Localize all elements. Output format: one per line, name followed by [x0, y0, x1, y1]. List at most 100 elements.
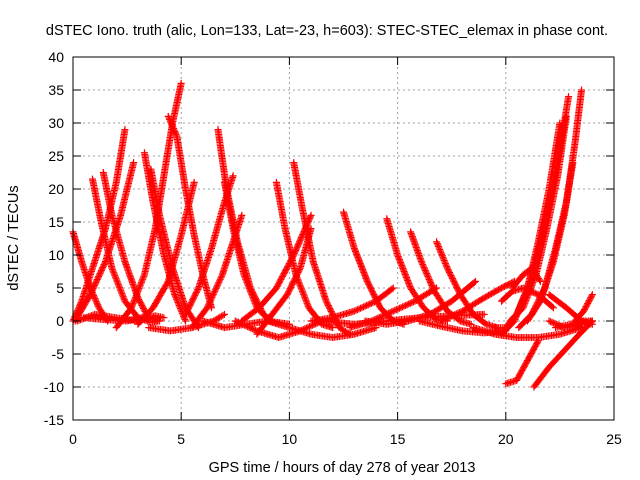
y-tick-label: -5	[52, 346, 65, 362]
data-point-trail	[382, 311, 390, 319]
data-point-trail	[527, 287, 535, 295]
data-point-trail	[397, 304, 405, 312]
data-point-trail	[94, 274, 102, 282]
data-point-trail	[453, 285, 461, 293]
data-point-trail	[528, 288, 536, 296]
data-point-trail	[93, 299, 101, 307]
data-points	[69, 79, 596, 391]
data-point-trail	[216, 275, 224, 283]
data-point-trail	[167, 118, 175, 126]
data-point-trail	[176, 303, 184, 311]
data-point-trail	[521, 285, 529, 293]
data-point-trail	[365, 280, 373, 288]
data-point-trail	[584, 298, 592, 306]
data-point-trail	[88, 286, 96, 294]
data-point-trail	[448, 312, 456, 320]
data-point-trail	[305, 323, 313, 331]
data-point-trail	[170, 126, 178, 134]
data-point-trail	[138, 301, 146, 309]
data-point-trail	[211, 287, 219, 295]
data-point-trail	[172, 131, 180, 139]
y-tick-label: -10	[44, 379, 64, 395]
data-point-trail	[173, 297, 181, 305]
data-point-trail	[420, 264, 428, 272]
data-point-trail	[426, 277, 434, 285]
data-point-trail	[388, 285, 396, 293]
data-point-trail	[438, 252, 446, 260]
data-point-trail	[395, 304, 403, 312]
data-point	[307, 225, 315, 233]
data-point-trail	[441, 260, 449, 268]
data-point-trail	[209, 290, 217, 298]
data-point-trail	[306, 213, 314, 221]
data-point-trail	[95, 273, 103, 281]
data-point-trail	[177, 306, 185, 314]
data-point	[433, 284, 441, 292]
data-point	[190, 178, 198, 186]
data-point-trail	[326, 305, 334, 313]
data-point-trail	[218, 272, 226, 280]
data-point-trail	[445, 313, 453, 321]
data-point-trail	[548, 303, 556, 311]
data-point-trail	[367, 299, 375, 307]
y-tick-label: 20	[48, 181, 64, 197]
data-point-trail	[91, 295, 99, 303]
data-point-trail	[171, 292, 179, 300]
data-point-trail	[291, 274, 299, 282]
data-point-trail	[443, 263, 451, 271]
data-point-trail	[352, 306, 360, 314]
data-point-trail	[304, 217, 312, 225]
y-tick-label: 40	[48, 49, 64, 65]
data-point-trail	[557, 322, 565, 330]
data-point	[588, 317, 596, 325]
data-point-trail	[287, 283, 295, 291]
data-point-trail	[445, 267, 453, 275]
plot-frame	[72, 56, 615, 421]
data-point-trail	[551, 320, 559, 328]
data-point-trail	[440, 256, 448, 264]
data-point-trail	[367, 285, 375, 293]
data-point-trail	[208, 293, 216, 301]
data-point-trail	[535, 299, 543, 307]
data-point-trail	[386, 309, 394, 317]
data-point	[307, 211, 315, 219]
data-point-trail	[437, 249, 445, 257]
data-point-trail	[422, 268, 430, 276]
data-point-trail	[357, 304, 365, 312]
data-point-trail	[205, 301, 213, 309]
data-point-trail	[451, 280, 459, 288]
data-point-trail	[163, 279, 171, 287]
data-point	[229, 172, 237, 180]
data-point-trail	[353, 306, 361, 314]
data-point	[160, 314, 168, 322]
data-point-trail	[400, 302, 408, 310]
data-point-trail	[425, 274, 433, 282]
data-point-trail	[168, 122, 176, 130]
data-point-trail	[98, 265, 106, 273]
data-point-trail	[140, 306, 148, 314]
data-point-trail	[391, 306, 399, 314]
data-point-trail	[89, 285, 97, 293]
data-point-trail	[285, 288, 293, 296]
data-point-trail	[434, 242, 442, 250]
data-point-trail	[194, 285, 202, 293]
data-point-trail	[438, 316, 446, 324]
data-point-trail	[185, 303, 193, 311]
data-point-trail	[553, 320, 561, 328]
data-point	[433, 238, 441, 246]
x-tick-label: 0	[69, 431, 77, 447]
data-point-trail	[95, 271, 103, 279]
data-point-trail	[419, 262, 427, 270]
y-tick-label: 25	[48, 148, 64, 164]
data-point-trail	[405, 300, 413, 308]
data-point-trail	[380, 311, 388, 319]
data-point-trail	[165, 114, 173, 122]
data-point-trail	[522, 285, 530, 293]
data-point-trail	[250, 325, 258, 333]
data-point	[534, 337, 542, 345]
data-point-trail	[531, 289, 539, 297]
data-point-trail	[93, 277, 101, 285]
data-point-trail	[166, 117, 174, 125]
data-point-trail	[171, 128, 179, 136]
data-point-trail	[299, 230, 307, 238]
